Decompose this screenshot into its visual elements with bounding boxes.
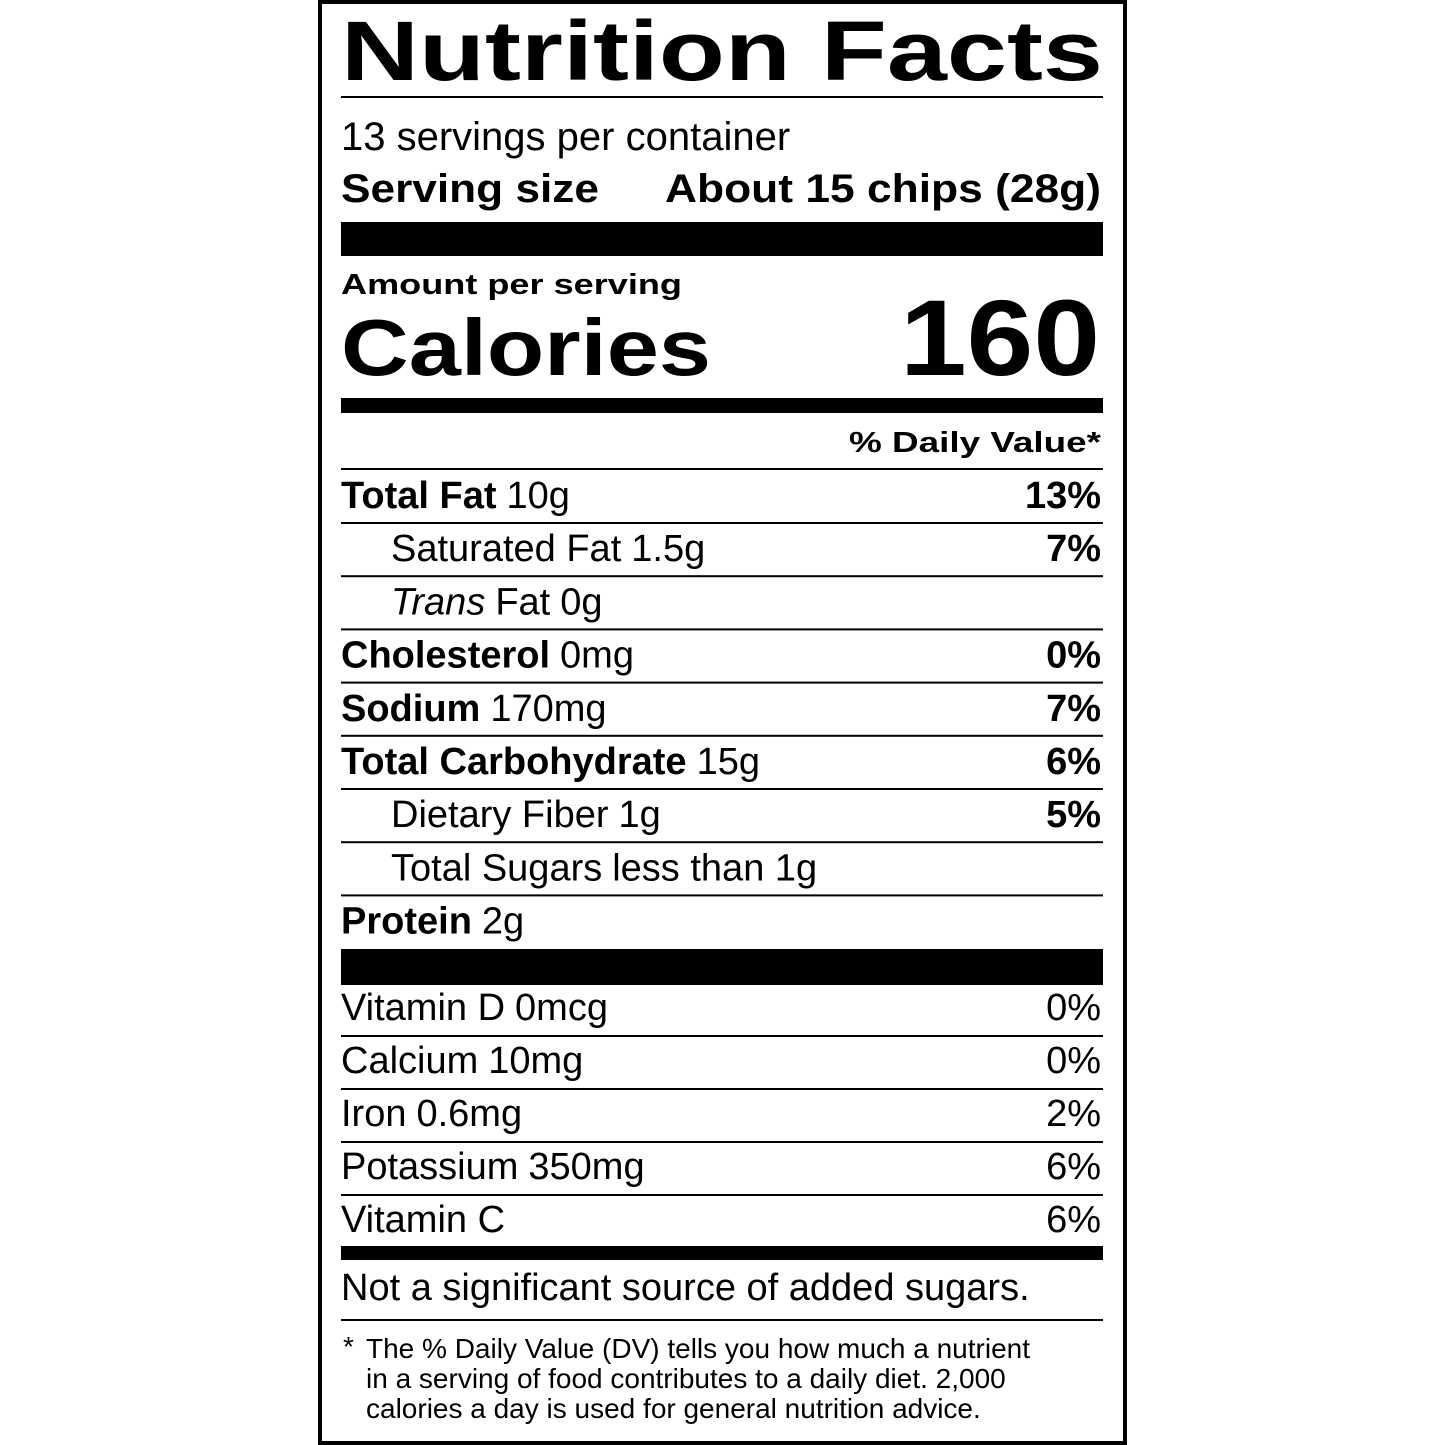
vitamin-row: Potassium 350mg — [341, 1146, 645, 1188]
calories-value: 160 — [900, 277, 1100, 398]
rule — [341, 468, 1103, 470]
vitamin-amount: 0.6mg — [416, 1093, 522, 1135]
nutrient-row: Total Fat 10g — [341, 475, 570, 517]
nutrient-row: Total Sugars less than 1g — [391, 847, 817, 889]
added-sugars-note: Not a significant source of added sugars… — [341, 1267, 1030, 1309]
footnote-line: calories a day is used for general nutri… — [366, 1393, 981, 1424]
nutrient-row: Protein 2g — [341, 901, 524, 943]
title: Nutrition Facts — [341, 4, 1103, 98]
serving-size-label: Serving size — [341, 167, 599, 211]
rule — [341, 894, 1103, 897]
footnote: The % Daily Value (DV) tells you how muc… — [366, 1333, 1030, 1424]
medium-bar — [341, 398, 1103, 413]
rule — [341, 841, 1103, 844]
vitamin-amount: 10mg — [488, 1040, 583, 1082]
vitamin-dv: 2% — [1046, 1093, 1101, 1135]
serving-size-value: About 15 chips (28g) — [665, 167, 1101, 211]
thick-bar — [341, 222, 1103, 256]
nutrient-row: Cholesterol 0mg — [341, 635, 634, 677]
nutrient-amount: 2g — [482, 901, 524, 943]
vitamin-name: Vitamin C — [341, 1199, 505, 1241]
rule — [341, 1035, 1103, 1037]
nutrient-row: Saturated Fat 1.5g — [391, 528, 705, 570]
nutrient-amount: 0mg — [560, 635, 634, 677]
nutrient-name: Fat — [495, 581, 550, 623]
amount-per-serving: Amount per serving — [341, 269, 682, 301]
vitamin-row: Vitamin D 0mcg — [341, 987, 608, 1029]
nutrient-amount: 170mg — [490, 688, 606, 730]
nutrient-name: Cholesterol — [341, 635, 550, 677]
daily-value-header: % Daily Value* — [849, 427, 1102, 459]
medium-bar — [341, 1246, 1103, 1260]
nutrient-dv: 6% — [1046, 741, 1101, 783]
nutrient-dv: 0% — [1046, 635, 1101, 677]
vitamin-dv: 0% — [1046, 987, 1101, 1029]
nutrient-row: Total Carbohydrate 15g — [341, 741, 760, 783]
thick-bar — [341, 949, 1103, 985]
rule — [341, 1319, 1103, 1321]
vitamin-dv: 0% — [1046, 1040, 1101, 1082]
nutrient-amount: 1.5g — [631, 528, 705, 570]
nutrient-name: Total Sugars — [391, 847, 602, 889]
rule — [341, 788, 1103, 790]
nutrient-dv: 13% — [1025, 475, 1101, 517]
nutrient-name-italic: Trans — [391, 581, 485, 623]
rule — [341, 628, 1103, 631]
vitamin-amount: 350mg — [528, 1146, 644, 1188]
nutrient-name: Saturated Fat — [391, 528, 622, 570]
vitamin-name: Calcium — [341, 1040, 478, 1082]
rule — [341, 575, 1103, 578]
rule — [341, 96, 1103, 98]
nutrient-amount: 10g — [507, 475, 570, 517]
calories-label: Calories — [341, 303, 711, 392]
rule — [341, 522, 1103, 524]
rule — [341, 681, 1103, 684]
footnote-mark: * — [343, 1331, 354, 1362]
rule — [341, 1088, 1103, 1090]
nutrient-row: Trans Fat 0g — [391, 581, 603, 623]
nutrient-dv: 5% — [1046, 794, 1101, 836]
nutrient-amount: 15g — [697, 741, 760, 783]
vitamin-rows: Vitamin D 0mcg 0% Calcium 10mg 0% Iron 0.6mg 2% P… — [341, 987, 1103, 1241]
nutrient-name: Sodium — [341, 688, 480, 730]
vitamin-dv: 6% — [1046, 1146, 1101, 1188]
nutrient-amount: 1g — [619, 794, 661, 836]
rule — [341, 1141, 1103, 1143]
footnote-line: The % Daily Value (DV) tells you how muc… — [366, 1333, 1030, 1364]
nutrient-name: Protein — [341, 901, 472, 943]
servings: 13 servings per container — [341, 115, 790, 159]
vitamin-name: Vitamin D — [341, 987, 505, 1029]
vitamin-row: Calcium 10mg — [341, 1040, 583, 1082]
vitamin-dv: 6% — [1046, 1199, 1101, 1241]
vitamin-name: Potassium — [341, 1146, 518, 1188]
vitamin-amount: 0mcg — [515, 987, 608, 1029]
rule — [341, 1194, 1103, 1196]
nutrient-dv: 7% — [1046, 688, 1101, 730]
nutrient-row: Sodium 170mg — [341, 688, 607, 730]
footnote-line: in a serving of food contributes to a da… — [366, 1363, 1006, 1394]
nutrient-name: Dietary Fiber — [391, 794, 609, 836]
nutrient-rows: Total Fat 10g 13% Saturated Fat 1.5g 7% Trans F… — [341, 475, 1103, 943]
nutrient-amount: less than 1g — [612, 847, 817, 889]
vitamin-row: Iron 0.6mg — [341, 1093, 522, 1135]
rule — [341, 734, 1103, 737]
vitamin-row: Vitamin C — [341, 1199, 505, 1241]
nutrient-name: Total Fat — [341, 475, 497, 517]
nutrient-amount: 0g — [560, 581, 602, 623]
nutrient-dv: 7% — [1046, 528, 1101, 570]
nutrient-row: Dietary Fiber 1g — [391, 794, 661, 836]
vitamin-name: Iron — [341, 1093, 406, 1135]
nutrient-name: Total Carbohydrate — [341, 741, 687, 783]
